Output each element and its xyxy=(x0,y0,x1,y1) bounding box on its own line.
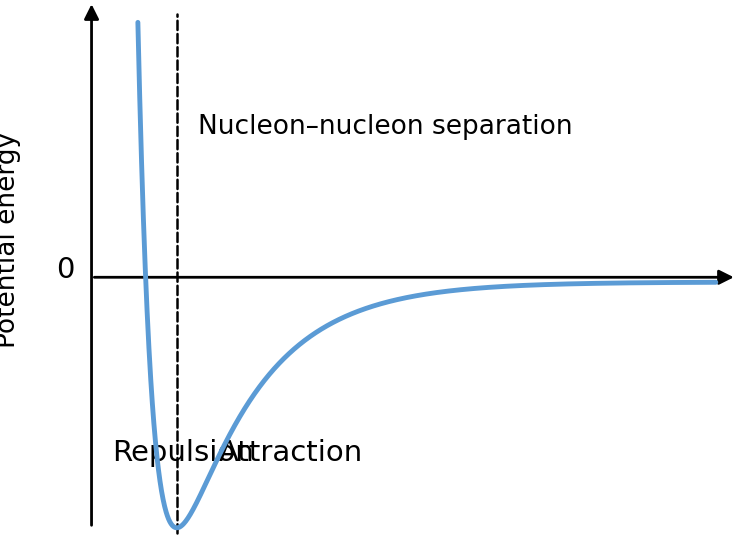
Text: Potential energy: Potential energy xyxy=(0,132,21,348)
Text: Repulsion: Repulsion xyxy=(112,439,254,467)
Text: Nucleon–nucleon separation: Nucleon–nucleon separation xyxy=(198,114,572,140)
Text: 0: 0 xyxy=(56,256,75,284)
Text: Attraction: Attraction xyxy=(218,439,363,467)
